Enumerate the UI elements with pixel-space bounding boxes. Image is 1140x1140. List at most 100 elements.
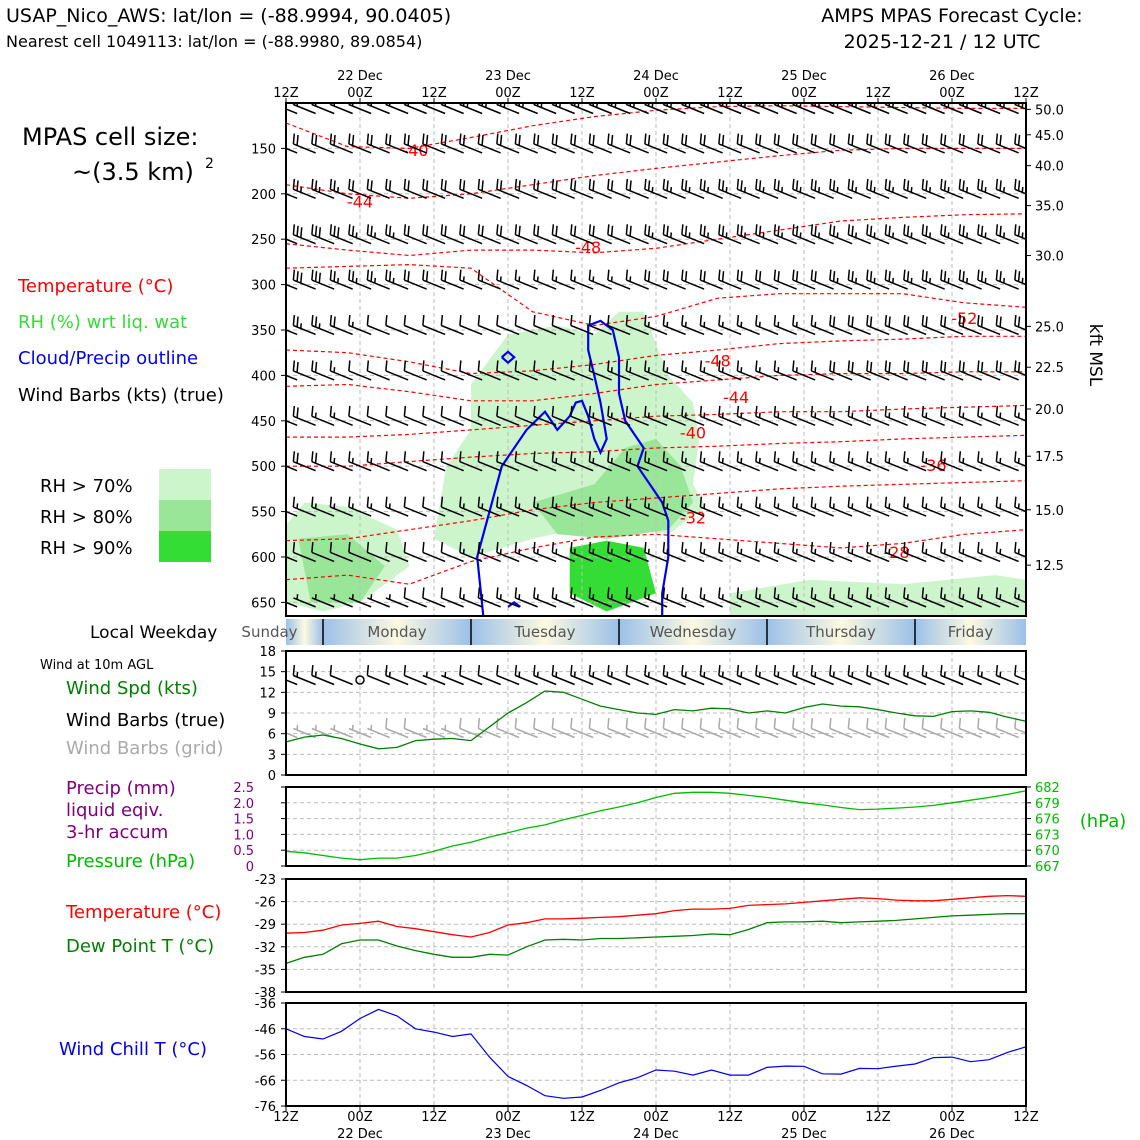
wind-barb xyxy=(736,587,760,608)
wind-barb-grid xyxy=(810,718,834,739)
wind-barb xyxy=(311,594,335,608)
wind-barb-grid xyxy=(588,718,612,739)
wind-barb-true xyxy=(292,665,316,686)
wind-barb xyxy=(644,224,668,245)
top-hour-label: 00Z xyxy=(939,86,965,101)
wind-barb xyxy=(286,601,298,608)
wind-barb-true xyxy=(662,665,686,686)
wind-barb xyxy=(459,451,483,472)
legend-precip2: liquid eqiv. xyxy=(66,800,163,821)
wind-barb xyxy=(514,587,538,608)
wind-barb xyxy=(995,178,1019,199)
wind-barb xyxy=(496,269,520,290)
wind-barb xyxy=(440,315,464,336)
wind-barbs-panel xyxy=(286,665,1026,739)
wind-barb xyxy=(551,542,575,563)
weekday-name: Monday xyxy=(367,623,426,641)
temp-contour xyxy=(286,147,1026,199)
wind-barb xyxy=(866,405,890,426)
wind-barb-grid xyxy=(958,718,982,739)
wind-barb xyxy=(607,133,631,154)
windchill-ytick-label: -46 xyxy=(255,1023,276,1038)
top-hour-label: 12Z xyxy=(421,86,447,101)
wind-barb xyxy=(644,133,668,154)
wind-barb xyxy=(514,360,538,381)
wind-barb xyxy=(699,587,723,608)
wind-barb xyxy=(718,178,742,199)
wind-barb xyxy=(940,451,964,472)
wind-barb-grid xyxy=(441,724,464,739)
wind-barb-true xyxy=(792,665,816,686)
wind-barb xyxy=(607,178,631,199)
precip-ytick-label: 0.5 xyxy=(233,844,254,859)
wind-barb xyxy=(311,315,335,336)
wind-barb xyxy=(551,451,575,472)
wind-barb xyxy=(348,133,372,154)
wind-barb xyxy=(977,451,1001,472)
wind-barb xyxy=(921,315,945,336)
wind-barb xyxy=(514,224,538,245)
wind-barb xyxy=(829,315,853,336)
wind-barb xyxy=(866,451,890,472)
precip-ytick-label: 2.0 xyxy=(233,797,254,812)
wind-barb xyxy=(773,587,797,608)
wind-barb xyxy=(625,360,649,381)
temp-contour-label: -28 xyxy=(883,543,909,562)
wind-barb xyxy=(348,594,372,608)
bottom-hour-label: 12Z xyxy=(569,1110,595,1125)
legend-temperature: Temperature (°C) xyxy=(17,276,173,297)
wind-barb xyxy=(829,542,853,563)
wind-barb-grid xyxy=(940,718,964,739)
wind-barb xyxy=(829,360,853,381)
wind-barb xyxy=(644,405,668,426)
wind-barb xyxy=(551,269,575,290)
wind-barb xyxy=(755,133,779,154)
wind-barb-true xyxy=(385,665,409,686)
wind-barb xyxy=(736,496,760,517)
wind-barb xyxy=(644,315,668,336)
wind-barb xyxy=(607,496,631,517)
temp-contour-label: -44 xyxy=(723,388,749,407)
wind-barb-true xyxy=(810,665,834,686)
wind-barb xyxy=(348,405,372,426)
cloud-outline xyxy=(476,319,670,616)
wind-barb xyxy=(792,451,816,472)
wind-barb xyxy=(736,178,760,199)
wind-barb xyxy=(995,542,1019,563)
wind-barb xyxy=(403,451,427,472)
wind-barb xyxy=(977,360,1001,381)
pressure-tick-label: 600 xyxy=(251,551,276,566)
legend-rh80: RH > 80% xyxy=(40,507,133,528)
wind-barb xyxy=(718,542,742,563)
cell-size-line2: ~(3.5 km) xyxy=(72,158,194,186)
wind-barb xyxy=(311,133,335,154)
wind-barb-true xyxy=(459,665,483,686)
wind-barb xyxy=(440,224,464,245)
wind-barb xyxy=(662,587,686,608)
wind-barb-grid xyxy=(903,718,927,739)
wind-barb xyxy=(422,133,446,154)
wind-barb xyxy=(940,542,964,563)
wind-barb xyxy=(662,451,686,472)
wind-barb xyxy=(810,542,834,563)
wind-barb xyxy=(496,178,520,199)
wind-barb xyxy=(403,360,427,381)
wind-ytick-label: 3 xyxy=(268,748,276,763)
wind-barb xyxy=(662,269,686,290)
weekday-segment xyxy=(767,619,915,645)
wind-barb xyxy=(644,587,668,608)
legend-wind-spd: Wind Spd (kts) xyxy=(66,678,198,699)
wind-barb xyxy=(1014,224,1026,241)
kft-tick-label: 45.0 xyxy=(1035,129,1064,144)
wind-barb xyxy=(403,315,427,336)
wind-barb xyxy=(477,587,501,608)
wind-barb xyxy=(533,360,557,381)
wind-barb xyxy=(348,360,372,381)
wind-barb xyxy=(940,315,964,336)
pressure-tick-label: 200 xyxy=(251,188,276,203)
wind-barb xyxy=(921,224,945,245)
wind-ytick-label: 18 xyxy=(259,645,276,660)
wind-barb xyxy=(755,269,779,290)
wind-barb xyxy=(551,178,575,199)
